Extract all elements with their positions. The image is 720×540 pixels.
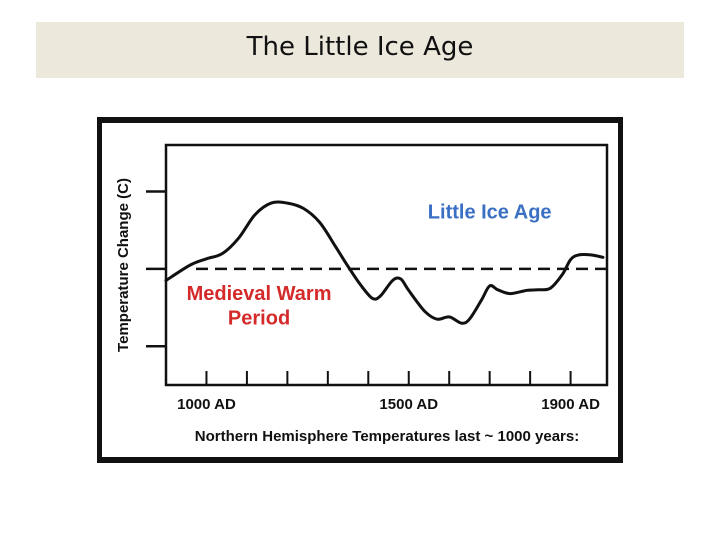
annotation-group: Little Ice Age Medieval Warm Period [187, 202, 552, 330]
figure-frame: Temperature Change (C) Northern Hemisphe… [97, 117, 623, 463]
annotation-label: Medieval Warm [187, 283, 332, 305]
figure-panel: Temperature Change (C) Northern Hemisphe… [102, 123, 618, 457]
x-tick-group: 1000 AD 1500 AD 1900 AD [177, 371, 600, 413]
x-axis-caption: Northern Hemisphere Temperatures last ~ … [195, 428, 579, 445]
title-bar: The Little Ice Age [36, 22, 684, 78]
series-line [164, 200, 605, 325]
x-tick-label: 1000 AD [177, 396, 236, 413]
y-axis-label: Temperature Change (C) [115, 178, 132, 352]
x-tick-label: 1900 AD [541, 396, 600, 413]
x-tick-label: 1500 AD [379, 396, 438, 413]
plot-border [164, 143, 609, 387]
annotation-label: Little Ice Age [428, 202, 552, 224]
slide-title: The Little Ice Age [246, 32, 474, 62]
y-tick-group [146, 190, 166, 348]
temperature-chart: Temperature Change (C) Northern Hemisphe… [115, 143, 609, 445]
annotation-label: Period [228, 308, 290, 330]
